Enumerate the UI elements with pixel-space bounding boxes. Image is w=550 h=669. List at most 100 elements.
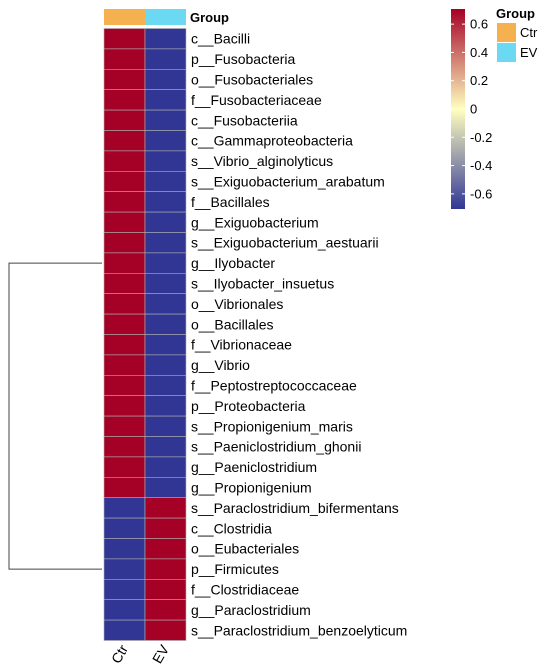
heatmap-cell xyxy=(103,48,146,70)
column-label: EV xyxy=(149,641,173,666)
row-label: s__Paeniclostridium_ghonii xyxy=(191,439,361,455)
row-label: f__Clostridiaceae xyxy=(191,582,299,598)
row-label: o__Fusobacteriales xyxy=(191,72,313,88)
heatmap-cell xyxy=(144,578,187,600)
heatmap-cells xyxy=(103,28,187,641)
heatmap-cell xyxy=(144,374,187,396)
heatmap-cell xyxy=(144,558,187,580)
row-label: s__Propionigenium_maris xyxy=(191,418,353,434)
heatmap-cell xyxy=(103,354,146,376)
heatmap-cell xyxy=(103,130,146,152)
column-label: Ctr xyxy=(108,642,131,666)
group-legend-swatch-ev xyxy=(497,43,516,62)
heatmap-cell xyxy=(103,436,146,458)
row-label: s__Vibrio_alginolyticus xyxy=(191,153,333,169)
heatmap-cell xyxy=(103,232,146,254)
color-scale-tick-label: 0.4 xyxy=(470,45,488,60)
row-label: o__Eubacteriales xyxy=(191,541,299,557)
color-scale-tick-label: 0 xyxy=(470,102,477,117)
row-label: p__Firmicutes xyxy=(191,561,279,577)
heatmap-cell xyxy=(144,150,187,172)
heatmap-cell xyxy=(103,558,146,580)
color-scale-tick-label: 0.6 xyxy=(470,17,488,32)
heatmap-cell xyxy=(144,476,187,498)
heatmap-cell xyxy=(103,252,146,274)
heatmap-cell xyxy=(144,619,187,641)
heatmap-cell xyxy=(103,578,146,600)
row-label: g__Exiguobacterium xyxy=(191,214,319,230)
row-label: s__Exiguobacterium_arabatum xyxy=(191,174,385,190)
heatmap-cell xyxy=(144,293,187,315)
heatmap-cell xyxy=(144,109,187,131)
heatmap-cell xyxy=(144,171,187,193)
heatmap-cell xyxy=(103,191,146,213)
heatmap-cell xyxy=(103,599,146,621)
heatmap-cell xyxy=(103,211,146,233)
heatmap-cell xyxy=(144,517,187,539)
heatmap-cell xyxy=(103,28,146,50)
heatmap-cell xyxy=(103,69,146,91)
row-label: c__Clostridia xyxy=(191,520,272,536)
row-label: g__Paraclostridium xyxy=(191,602,311,618)
row-label: f__Bacillales xyxy=(191,194,270,210)
row-label: g__Vibrio xyxy=(191,357,250,373)
row-label: g__Ilyobacter xyxy=(191,255,275,271)
row-label: g__Paeniclostridium xyxy=(191,459,317,475)
heatmap-cell xyxy=(103,476,146,498)
dendrogram-branch xyxy=(8,262,102,570)
heatmap-cell xyxy=(144,69,187,91)
heatmap-cell xyxy=(103,517,146,539)
row-label: s__Paraclostridium_bifermentans xyxy=(191,500,399,516)
heatmap-cell xyxy=(144,89,187,111)
heatmap-cell xyxy=(144,334,187,356)
annotation-cell-ev xyxy=(145,9,186,25)
group-legend-title: Group xyxy=(496,6,535,21)
group-annotation-bar xyxy=(104,9,186,25)
group-legend-swatch-ctr xyxy=(497,23,516,42)
heatmap-cell xyxy=(103,313,146,335)
heatmap-cell xyxy=(103,272,146,294)
row-label: g__Propionigenium xyxy=(191,480,312,496)
group-annotation-label: Group xyxy=(190,10,229,25)
heatmap-cell xyxy=(103,395,146,417)
row-label: f__Vibrionaceae xyxy=(191,337,292,353)
heatmap-cell xyxy=(103,150,146,172)
color-scale-tick-label: -0.4 xyxy=(470,158,492,173)
color-scale-tick-label: -0.2 xyxy=(470,130,492,145)
row-labels: c__Bacilli p__Fusobacteria o__Fusobacteria… xyxy=(191,31,407,639)
row-label: f__Peptostreptococcaceae xyxy=(191,378,357,394)
heatmap-cell xyxy=(144,211,187,233)
heatmap-cell xyxy=(144,354,187,376)
annotation-cell-ctr xyxy=(104,9,145,25)
heatmap-cell xyxy=(144,191,187,213)
group-legend-label: Ctr xyxy=(520,25,538,40)
group-legend: Group Ctr EV xyxy=(496,6,538,62)
color-scale-legend: 0.6 0.4 0.2 0 -0.2 -0.4 -0.6 xyxy=(451,9,492,209)
heatmap-cell xyxy=(144,395,187,417)
heatmap-cell xyxy=(144,436,187,458)
row-label: o__Vibrionales xyxy=(191,296,283,312)
color-scale-bar xyxy=(451,9,465,209)
heatmap-cell xyxy=(103,538,146,560)
heatmap-cell xyxy=(103,109,146,131)
row-label: o__Bacillales xyxy=(191,316,274,332)
heatmap-cell xyxy=(144,313,187,335)
heatmap-cell xyxy=(144,130,187,152)
heatmap-cell xyxy=(103,334,146,356)
heatmap-cell xyxy=(103,619,146,641)
row-label: f__Fusobacteriaceae xyxy=(191,92,322,108)
row-label: s__Ilyobacter_insuetus xyxy=(191,276,334,292)
heatmap-cell xyxy=(103,293,146,315)
column-labels: Ctr EV xyxy=(108,641,173,666)
row-label: s__Exiguobacterium_aestuarii xyxy=(191,235,379,251)
heatmap-cell xyxy=(144,272,187,294)
color-scale-tick-label: 0.2 xyxy=(470,73,488,88)
heatmap-cell xyxy=(144,48,187,70)
heatmap-cell xyxy=(103,89,146,111)
heatmap-cell xyxy=(144,232,187,254)
heatmap-cell xyxy=(103,456,146,478)
heatmap-cell xyxy=(103,415,146,437)
row-label: s__Paraclostridium_benzoelyticum xyxy=(191,622,407,638)
row-label: c__Bacilli xyxy=(191,31,250,47)
